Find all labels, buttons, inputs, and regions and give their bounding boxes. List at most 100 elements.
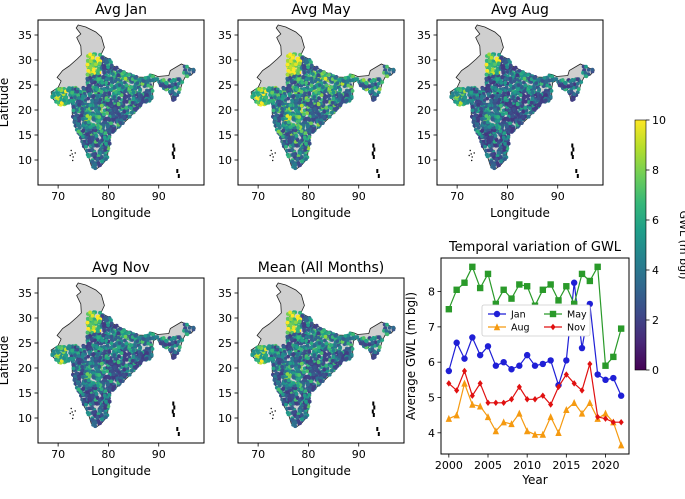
station-point (322, 70, 326, 75)
station-point (294, 98, 299, 103)
station-point (76, 96, 81, 100)
station-point (180, 80, 185, 84)
station-point (105, 85, 110, 90)
station-point (173, 92, 178, 97)
station-point (508, 83, 513, 88)
station-point (586, 68, 591, 72)
station-point (95, 87, 99, 92)
station-point (95, 56, 100, 61)
andaman-island (371, 151, 374, 156)
station-point (105, 124, 110, 129)
station-point (296, 71, 300, 76)
station-point (91, 67, 96, 72)
y-tick-label: 15 (417, 129, 431, 142)
station-point (496, 140, 501, 145)
station-point (103, 120, 108, 125)
station-point (88, 140, 93, 145)
y-tick-label: 35 (417, 29, 431, 42)
station-point (101, 66, 106, 70)
station-point (281, 128, 286, 133)
station-point (111, 114, 116, 119)
station-point (72, 120, 77, 124)
station-point (490, 67, 495, 72)
station-point (486, 86, 491, 91)
x-tick-label: 70 (51, 190, 65, 203)
station-point (516, 91, 520, 95)
station-point (508, 121, 512, 126)
andaman-island (571, 155, 574, 159)
station-point (96, 71, 100, 76)
station-point (305, 101, 310, 106)
station-point (94, 108, 98, 113)
station-point (489, 159, 494, 164)
station-point (474, 89, 479, 94)
station-point (384, 71, 389, 75)
station-point (107, 134, 111, 139)
station-point (501, 70, 506, 75)
station-point (288, 52, 292, 57)
station-point (496, 150, 501, 155)
station-point (99, 89, 104, 94)
station-point (109, 100, 113, 105)
station-point (286, 120, 291, 125)
station-point (496, 119, 501, 123)
station-point (176, 81, 181, 86)
station-point (285, 125, 289, 130)
station-points (50, 52, 196, 171)
station-point (503, 80, 507, 85)
station-point (170, 82, 175, 87)
x-tick-label: 80 (101, 190, 115, 203)
station-point (571, 97, 576, 101)
station-point (487, 103, 492, 108)
station-point (109, 79, 114, 84)
station-point (371, 78, 376, 82)
station-point (307, 91, 311, 95)
station-point (112, 95, 117, 99)
station-point (490, 117, 495, 121)
station-point (288, 103, 293, 108)
andaman-island (572, 147, 575, 152)
station-point (506, 91, 510, 95)
map-title-may: Avg May (291, 2, 350, 18)
station-point (528, 106, 532, 110)
station-point (131, 96, 136, 101)
station-point (485, 120, 490, 125)
station-point (285, 132, 290, 137)
station-point (562, 85, 567, 89)
station-point (506, 134, 510, 139)
station-point (545, 83, 550, 88)
station-point (302, 70, 307, 75)
station-point (333, 107, 338, 112)
station-point (361, 78, 366, 82)
station-point (455, 93, 459, 97)
station-point (508, 60, 512, 65)
station-point (303, 120, 308, 125)
station-point (149, 85, 154, 90)
station-point (479, 97, 484, 101)
station-point (560, 78, 565, 82)
station-point (111, 128, 116, 132)
station-point (131, 90, 136, 95)
andaman-island (372, 155, 375, 159)
lakshadweep-island (468, 154, 470, 157)
station-point (127, 93, 132, 98)
station-point (350, 89, 355, 93)
station-point (114, 83, 119, 87)
station-point (294, 108, 298, 113)
station-point (150, 89, 155, 93)
station-point (504, 85, 509, 90)
station-point (372, 97, 377, 101)
station-point (516, 96, 520, 101)
station-point (85, 72, 90, 77)
station-point (508, 100, 512, 105)
station-point (511, 85, 516, 90)
station-point (276, 129, 281, 134)
station-point (510, 114, 515, 119)
station-point (358, 83, 363, 88)
station-point (499, 159, 503, 164)
station-point (493, 143, 498, 148)
station-point (313, 79, 318, 83)
station-point (502, 120, 507, 125)
station-point (339, 93, 344, 98)
map-panel-jan: Avg Jan Longitude Latitude 70 80 901015202… (0, 2, 205, 220)
